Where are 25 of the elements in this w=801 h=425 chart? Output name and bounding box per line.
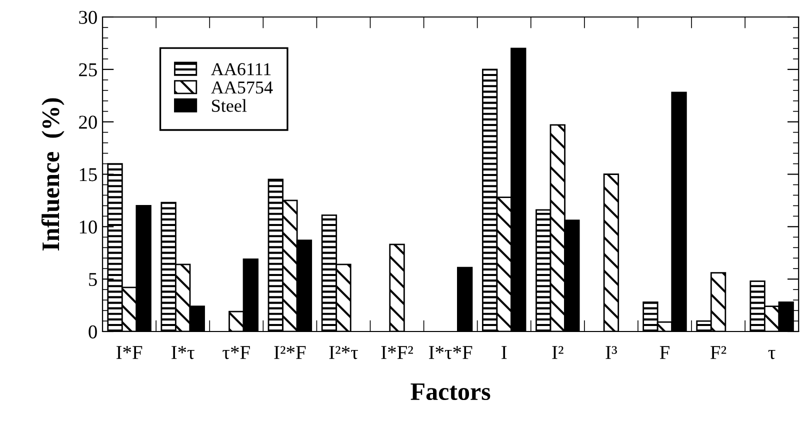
x-tick-label: I*F bbox=[116, 346, 142, 359]
x-tick-label: τ bbox=[768, 350, 776, 360]
x-tick-label: I²*τ bbox=[329, 346, 358, 360]
legend-label: AA6111 bbox=[211, 63, 271, 76]
y-tick-label: 25 bbox=[79, 63, 97, 76]
x-tick-label: I² bbox=[552, 346, 564, 359]
x-tick-label: I*τ*F bbox=[428, 346, 472, 360]
y-tick-label: 10 bbox=[80, 220, 97, 234]
x-tick-label: F bbox=[660, 346, 670, 359]
y-tick-label: 20 bbox=[79, 116, 97, 129]
x-tick-label: I*τ bbox=[172, 346, 194, 360]
y-axis-title: Influence (%) bbox=[41, 98, 64, 250]
x-tick-label: I²*F bbox=[274, 346, 306, 359]
x-tick-label: I bbox=[502, 346, 507, 359]
x-tick-label: I*F² bbox=[381, 346, 413, 359]
x-tick-label: τ*F bbox=[222, 346, 250, 360]
x-tick-label: F² bbox=[710, 346, 726, 359]
y-tick-label: 5 bbox=[89, 273, 97, 286]
legend-label: AA5754 bbox=[211, 81, 273, 94]
y-tick-label: 0 bbox=[88, 325, 97, 338]
x-tick-label: I³ bbox=[606, 346, 617, 359]
x-axis-title: Factors bbox=[410, 383, 490, 400]
y-tick-label: 15 bbox=[80, 168, 97, 182]
legend-label: Steel bbox=[212, 99, 247, 112]
y-tick-label: 30 bbox=[79, 10, 97, 24]
